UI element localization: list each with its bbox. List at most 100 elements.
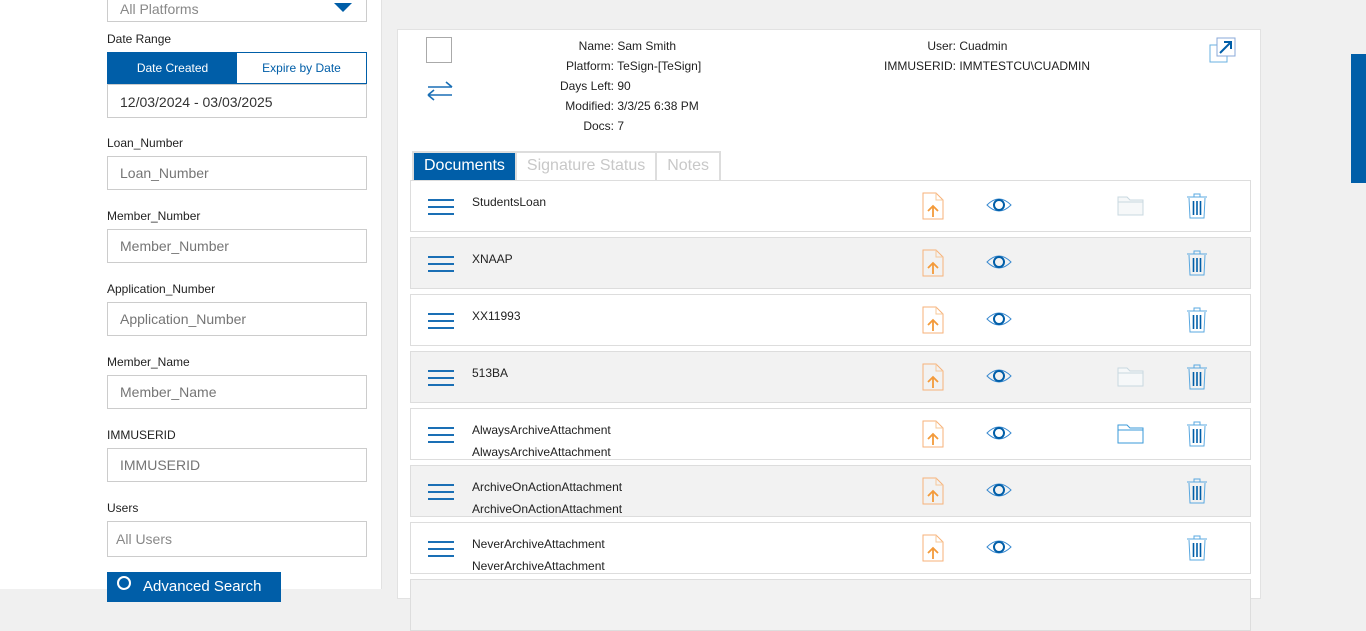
- drag-handle-icon[interactable]: [427, 369, 455, 387]
- scrollbar-thumb[interactable]: [1351, 54, 1366, 183]
- drag-handle-icon[interactable]: [427, 312, 455, 330]
- platform-select-value: All Platforms: [120, 1, 199, 17]
- meta-key: Days Left:: [559, 79, 614, 93]
- trash-icon[interactable]: [1186, 192, 1208, 220]
- date-range-input[interactable]: 12/03/2024 - 03/03/2025: [107, 84, 367, 118]
- meta-value: 3/3/25 6:38 PM: [617, 99, 699, 113]
- document-name: NeverArchiveAttachment: [472, 537, 605, 551]
- document-name: ArchiveOnActionAttachment: [472, 502, 623, 516]
- select-checkbox[interactable]: [426, 37, 452, 63]
- advanced-search-label: Advanced Search: [143, 578, 262, 595]
- drag-handle-icon[interactable]: [427, 198, 455, 216]
- loan-number-input[interactable]: [107, 156, 367, 190]
- upload-file-icon[interactable]: [922, 477, 944, 505]
- meta-key: Docs:: [583, 119, 614, 133]
- tab-notes[interactable]: Notes: [655, 153, 719, 181]
- trash-icon[interactable]: [1186, 534, 1208, 562]
- drag-handle-icon[interactable]: [427, 483, 455, 501]
- document-name: ArchiveOnActionAttachment: [472, 480, 623, 494]
- meta-row: Modified: 3/3/25 6:38 PM: [538, 96, 701, 116]
- record-meta-right: User: Cuadmin IMMUSERID: IMMTESTCU\CUADMI…: [868, 36, 1090, 76]
- tab-signature-status[interactable]: Signature Status: [514, 153, 655, 181]
- upload-file-icon[interactable]: [922, 420, 944, 448]
- meta-row: Docs: 7: [538, 116, 701, 136]
- field-label: IMMUSERID: [107, 428, 176, 442]
- drag-handle-icon[interactable]: [427, 255, 455, 273]
- advanced-search-button[interactable]: Advanced Search: [107, 572, 281, 602]
- eye-icon[interactable]: [986, 253, 1012, 271]
- document-name: NeverArchiveAttachment: [472, 559, 605, 573]
- document-row: 513BA: [410, 351, 1251, 403]
- trash-icon[interactable]: [1186, 477, 1208, 505]
- folder-icon[interactable]: [1117, 422, 1145, 446]
- upload-file-icon[interactable]: [922, 363, 944, 391]
- document-row: XX11993: [410, 294, 1251, 346]
- open-external-icon[interactable]: [1209, 37, 1237, 65]
- date-range-label: Date Range: [107, 32, 172, 46]
- trash-icon[interactable]: [1186, 306, 1208, 334]
- meta-row: Platform: TeSign-[TeSign]: [538, 56, 701, 76]
- eye-icon[interactable]: [986, 481, 1012, 499]
- document-name: XNAAP: [472, 252, 513, 266]
- immuserid-input[interactable]: [107, 448, 367, 482]
- meta-key: IMMUSERID:: [884, 59, 956, 73]
- users-select[interactable]: All Users: [107, 521, 367, 557]
- tab-documents[interactable]: Documents: [414, 153, 515, 181]
- meta-value: Sam Smith: [617, 39, 677, 53]
- chevron-down-icon: [334, 3, 352, 12]
- record-detail-panel: Name: Sam Smith Platform: TeSign-[TeSign]…: [397, 29, 1261, 631]
- meta-value: Cuadmin: [959, 39, 1008, 53]
- upload-file-icon[interactable]: [922, 306, 944, 334]
- eye-icon[interactable]: [986, 310, 1012, 328]
- field-label: Loan_Number: [107, 136, 184, 150]
- member-number-input[interactable]: [107, 229, 367, 263]
- record-meta-left: Name: Sam Smith Platform: TeSign-[TeSign]…: [538, 36, 701, 136]
- document-name: AlwaysArchiveAttachment: [472, 423, 611, 437]
- tab-expire-by-date[interactable]: Expire by Date: [262, 61, 341, 75]
- application-number-input[interactable]: [107, 302, 367, 336]
- tab-date-created[interactable]: Date Created: [108, 53, 237, 83]
- trash-icon[interactable]: [1186, 363, 1208, 391]
- upload-file-icon[interactable]: [922, 192, 944, 220]
- meta-row: IMMUSERID: IMMTESTCU\CUADMIN: [868, 56, 1090, 76]
- field-label: Member_Name: [107, 355, 190, 369]
- meta-key: User:: [927, 39, 956, 53]
- field-label: Application_Number: [107, 282, 216, 296]
- meta-row: User: Cuadmin: [868, 36, 1090, 56]
- upload-file-icon[interactable]: [922, 249, 944, 277]
- document-row: StudentsLoan: [410, 180, 1251, 232]
- trash-icon[interactable]: [1186, 420, 1208, 448]
- folder-icon: [1117, 196, 1144, 216]
- meta-row: Days Left: 90: [538, 76, 701, 96]
- users-label: Users: [107, 501, 139, 515]
- member-name-input[interactable]: [107, 375, 367, 409]
- meta-key: Modified:: [565, 99, 614, 113]
- eye-icon[interactable]: [986, 538, 1012, 556]
- search-sidebar: All Platforms Date Range Date Created Ex…: [0, 0, 382, 602]
- platform-select[interactable]: All Platforms: [107, 0, 367, 22]
- drag-handle-icon[interactable]: [427, 540, 455, 558]
- eye-icon[interactable]: [986, 424, 1012, 442]
- swap-arrows-icon[interactable]: [426, 80, 454, 102]
- document-row: [410, 579, 1251, 631]
- date-type-toggle: Date Created Expire by Date: [107, 52, 367, 84]
- document-name: AlwaysArchiveAttachment: [472, 445, 611, 459]
- meta-value: 90: [617, 79, 631, 93]
- document-row: NeverArchiveAttachment NeverArchiveAttach…: [410, 522, 1251, 574]
- trash-icon[interactable]: [1186, 249, 1208, 277]
- document-row: AlwaysArchiveAttachment AlwaysArchiveAtta…: [410, 408, 1251, 460]
- eye-icon[interactable]: [986, 367, 1012, 385]
- detail-tabs: Documents Signature Status Notes: [412, 151, 722, 181]
- document-name: XX11993: [472, 309, 521, 323]
- meta-row: Name: Sam Smith: [538, 36, 701, 56]
- meta-key: Name:: [578, 39, 614, 53]
- meta-value: TeSign-[TeSign]: [617, 59, 702, 73]
- drag-handle-icon[interactable]: [427, 426, 455, 444]
- document-name: StudentsLoan: [472, 195, 547, 209]
- document-row: XNAAP: [410, 237, 1251, 289]
- upload-file-icon[interactable]: [922, 534, 944, 562]
- meta-value: IMMTESTCU\CUADMIN: [959, 59, 1091, 73]
- document-row: ArchiveOnActionAttachment ArchiveOnAction…: [410, 465, 1251, 517]
- eye-icon[interactable]: [986, 196, 1012, 214]
- search-icon: [117, 576, 131, 590]
